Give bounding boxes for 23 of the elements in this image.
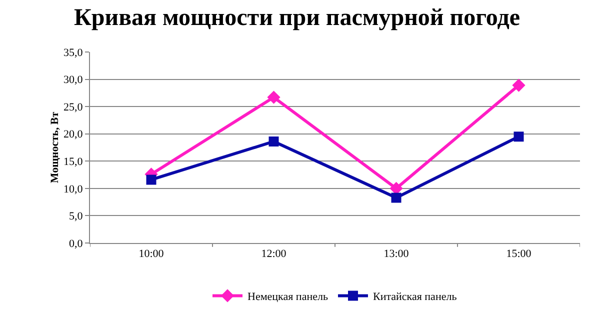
x-tick-label: 13:00 <box>384 248 410 260</box>
x-tick-label: 15:00 <box>506 248 532 260</box>
y-tick-label: 0,0 <box>69 238 84 250</box>
point <box>514 132 524 142</box>
point <box>146 174 156 185</box>
legend-label: Немецкая панель <box>248 290 328 303</box>
y-tick-label: 35,0 <box>64 46 84 59</box>
x-tick-label: 10:00 <box>138 248 164 260</box>
chart-title: Кривая мощности при пасмурной погоде <box>74 4 520 31</box>
y-tick-label: 30,0 <box>64 74 84 86</box>
y-tick-label: 5,0 <box>69 210 84 223</box>
point <box>390 182 403 195</box>
y-tick-label: 25,0 <box>64 101 84 114</box>
y-tick-label: 10,0 <box>64 183 84 196</box>
y-tick-label: 20,0 <box>64 128 84 141</box>
point <box>391 192 402 203</box>
point <box>267 90 280 104</box>
legend-label: Китайская панель <box>372 290 457 303</box>
x-tick-label: 12:00 <box>261 248 287 260</box>
point <box>512 78 526 92</box>
y-axis-title: Мощность, Вт <box>49 111 61 184</box>
point <box>268 136 279 146</box>
y-tick-label: 15,0 <box>64 156 84 168</box>
